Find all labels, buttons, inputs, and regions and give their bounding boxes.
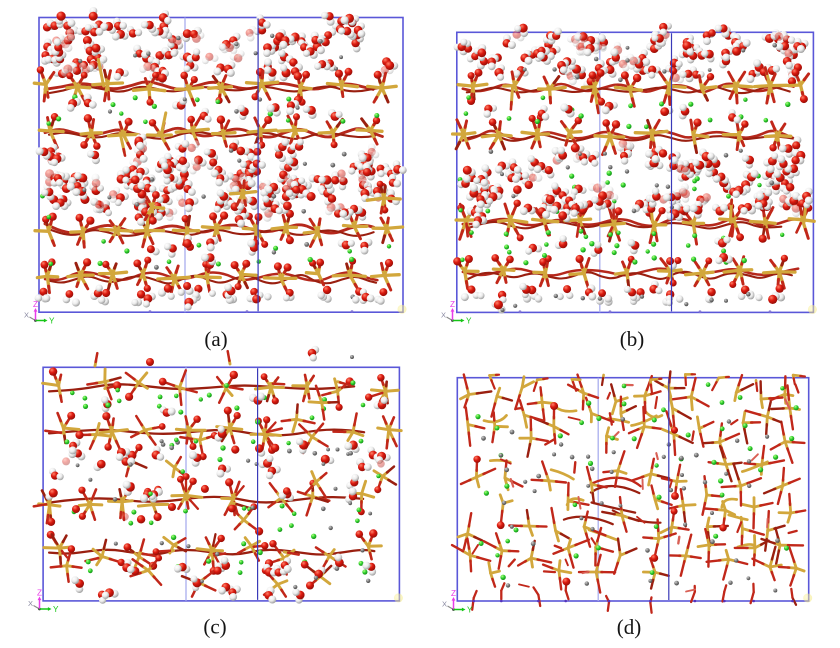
- svg-text:Z: Z: [33, 300, 38, 309]
- svg-text:X: X: [24, 311, 29, 320]
- svg-text:(c): (c): [203, 615, 226, 639]
- svg-text:(a): (a): [204, 327, 227, 351]
- svg-text:Z: Z: [450, 300, 455, 309]
- svg-text:X: X: [441, 311, 446, 320]
- svg-text:Z: Z: [451, 589, 456, 598]
- svg-text:(b): (b): [620, 327, 645, 351]
- svg-text:Y: Y: [467, 606, 473, 615]
- svg-text:Y: Y: [466, 317, 472, 326]
- svg-text:Y: Y: [53, 605, 59, 614]
- svg-text:Z: Z: [37, 589, 42, 598]
- svg-text:X: X: [28, 599, 33, 608]
- svg-text:Y: Y: [49, 317, 55, 326]
- svg-text:X: X: [442, 600, 447, 609]
- svg-text:(d): (d): [617, 615, 642, 639]
